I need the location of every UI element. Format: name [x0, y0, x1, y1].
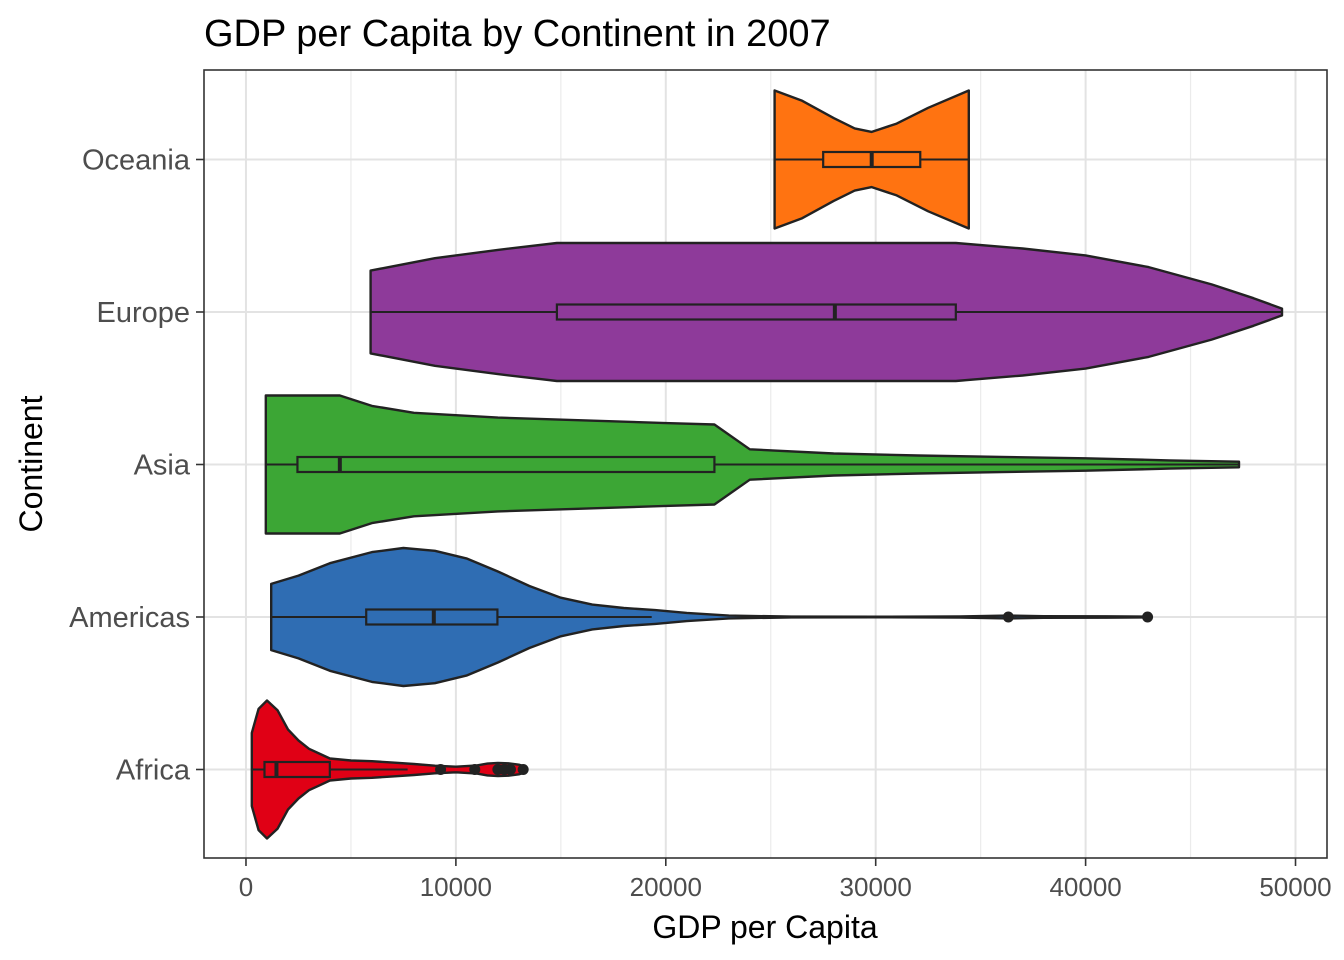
- x-tick-label: 20000: [630, 872, 702, 902]
- iqr-box: [296, 455, 716, 474]
- outlier-point: [435, 764, 447, 775]
- y-tick-label: Europe: [96, 297, 190, 329]
- violin-americas: [270, 546, 1154, 688]
- outlier-point: [1002, 611, 1014, 623]
- x-axis-title: GDP per Capita: [652, 909, 878, 945]
- outlier-point: [469, 764, 481, 775]
- y-tick-label: Asia: [134, 450, 191, 482]
- x-tick-label: 30000: [840, 872, 912, 902]
- x-tick-label: 10000: [420, 872, 492, 902]
- outlier-point: [504, 764, 516, 775]
- x-tick-label: 50000: [1259, 872, 1331, 902]
- violin-oceania: [773, 89, 970, 230]
- y-axis-title: Continent: [13, 395, 49, 532]
- axis-layer: 0 10000 20000 30000 40000 50000 Africa Americas…: [69, 145, 1332, 903]
- outlier-point: [1142, 611, 1154, 623]
- x-tick-label: 40000: [1049, 872, 1121, 902]
- y-tick-label: Africa: [116, 755, 191, 787]
- x-tick-label: 0: [239, 872, 253, 902]
- violin-africa: [250, 699, 529, 840]
- iqr-box: [555, 303, 957, 321]
- chart-title: GDP per Capita by Continent in 2007: [204, 13, 831, 55]
- violin-europe: [369, 241, 1284, 383]
- iqr-box: [263, 760, 331, 779]
- outlier-point: [517, 764, 529, 775]
- violin-asia: [264, 394, 1241, 535]
- y-tick-label: Oceania: [82, 145, 191, 177]
- y-tick-label: Americas: [69, 602, 190, 634]
- violin-layer: [250, 89, 1284, 840]
